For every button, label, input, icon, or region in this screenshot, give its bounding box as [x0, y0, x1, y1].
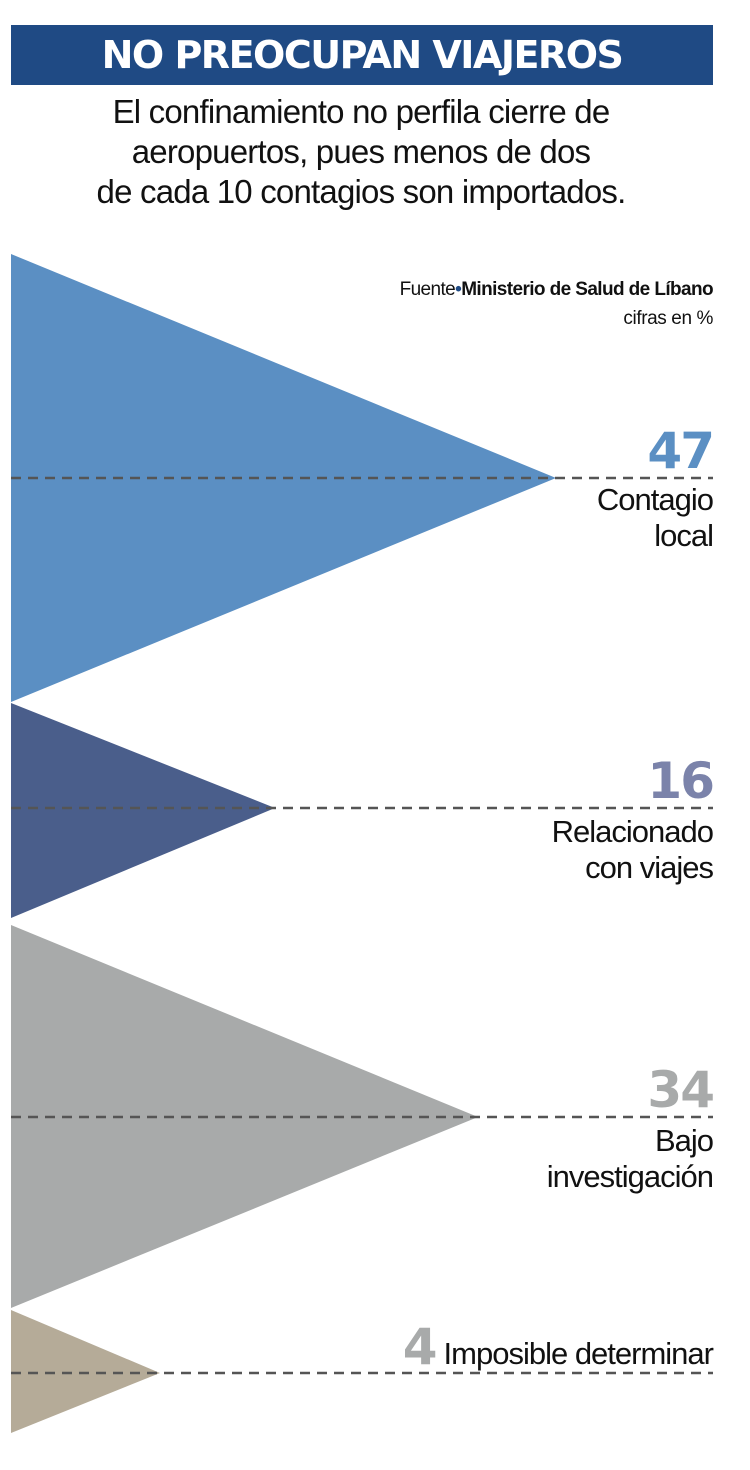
source-name: Ministerio de Salud de Líbano [461, 279, 713, 300]
label-travel: Relacionado con viajes [551, 814, 714, 885]
value-travel: 16 [647, 752, 715, 810]
label-local: Contagio local [596, 482, 714, 553]
units-note: cifras en % [623, 308, 713, 329]
value-local: 47 [647, 422, 715, 480]
label-undetermined: Imposible determinar [443, 1336, 714, 1371]
value-investigation: 34 [647, 1061, 715, 1119]
title-banner: NO PREOCUPAN VIAJEROS [11, 25, 713, 85]
label-investigation: Bajo investigación [546, 1123, 714, 1194]
triangle-travel [11, 703, 275, 918]
triangle-undetermined [11, 1310, 160, 1433]
value-undetermined: 4 [402, 1318, 438, 1376]
source-credit: Fuente•Ministerio de Salud de Líbano [399, 279, 714, 301]
triangle-investigation [11, 925, 478, 1308]
subtitle: El confinamiento no perfila cierre de ae… [0, 92, 722, 212]
source-prefix: Fuente [399, 279, 456, 300]
subtitle-line: aeropuertos, pues menos de dos [131, 133, 591, 170]
subtitle-line: El confinamiento no perfila cierre de [112, 93, 611, 130]
subtitle-line: de cada 10 contagios son importados. [96, 173, 627, 210]
page-title: NO PREOCUPAN VIAJEROS [101, 33, 624, 77]
undetermined-row: 4 Imposible determinar [402, 1318, 714, 1376]
separator-dot: • [455, 279, 462, 300]
guide-lines [11, 476, 713, 1375]
